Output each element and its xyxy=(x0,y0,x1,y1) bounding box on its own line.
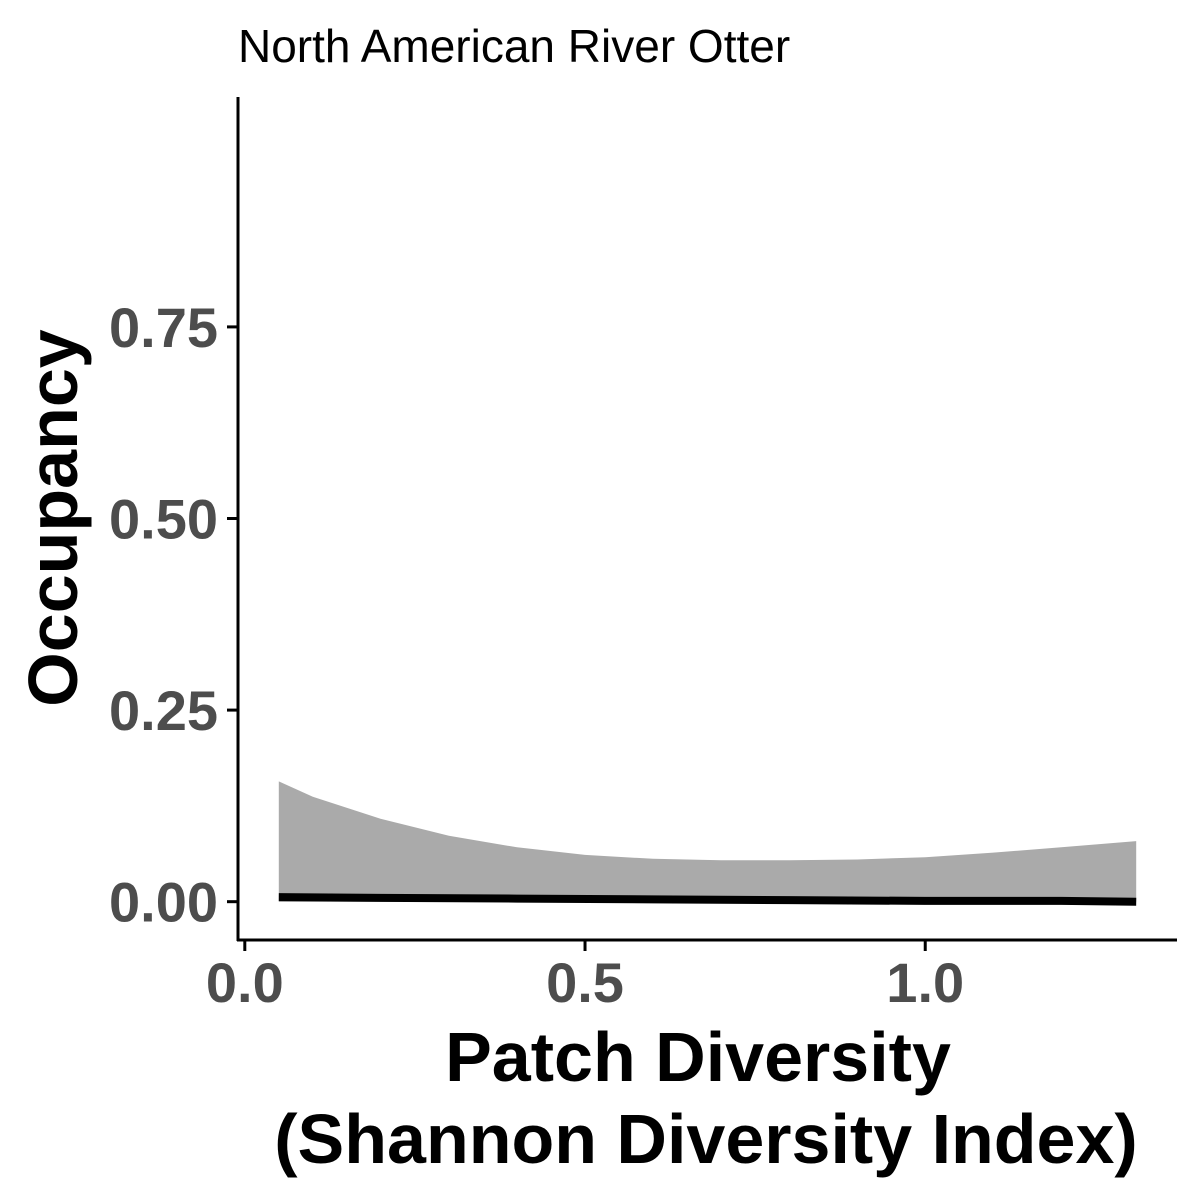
y-tick-label: 0.50 xyxy=(109,488,218,551)
x-tick-label: 0.0 xyxy=(206,951,284,1014)
x-axis-ticks: 0.0 0.5 1.0 xyxy=(206,940,964,1014)
y-tick-label: 0.75 xyxy=(109,296,218,359)
confidence-ribbon xyxy=(278,781,1137,902)
y-tick-label: 0.25 xyxy=(109,679,218,742)
y-axis-ticks: 0.00 0.25 0.50 0.75 xyxy=(109,296,238,934)
y-tick-label: 0.00 xyxy=(109,871,218,934)
chart-title: North American River Otter xyxy=(238,20,790,72)
x-tick-label: 0.5 xyxy=(546,951,624,1014)
occupancy-trend-line xyxy=(278,893,1137,906)
x-axis-title-line-1: Patch Diversity xyxy=(445,1018,951,1096)
y-axis-title: Occupancy xyxy=(14,329,92,706)
x-tick-label: 1.0 xyxy=(886,951,964,1014)
x-axis-title-line-2: (Shannon Diversity Index) xyxy=(274,1100,1137,1178)
